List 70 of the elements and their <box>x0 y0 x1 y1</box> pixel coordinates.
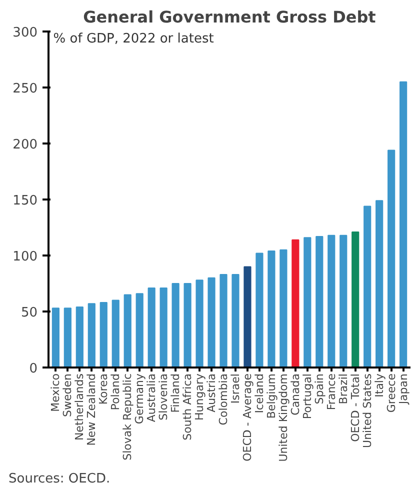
bar <box>328 234 336 368</box>
x-tick-label: Slovenia <box>157 373 170 420</box>
bar <box>64 308 72 368</box>
y-tick-label: 100 <box>12 250 38 264</box>
bar <box>88 303 96 368</box>
bar <box>124 294 132 368</box>
bar <box>172 283 180 368</box>
y-tick-label: 300 <box>12 26 38 40</box>
bar <box>268 250 276 368</box>
bar <box>376 200 384 368</box>
x-tick-label: South Africa <box>181 373 194 440</box>
bar <box>280 249 288 368</box>
x-tick-label: New Zealand <box>85 373 98 446</box>
bar <box>244 266 252 368</box>
y-tick-label: 250 <box>12 82 38 96</box>
bar <box>52 308 60 368</box>
bar <box>160 287 168 368</box>
bar <box>400 81 408 368</box>
bar <box>364 206 372 368</box>
bar <box>232 274 240 368</box>
x-tick-label: Poland <box>109 373 122 410</box>
bar <box>256 252 264 368</box>
x-tick-label: Finland <box>169 373 182 413</box>
bar <box>112 300 120 368</box>
bar <box>184 283 192 368</box>
x-tick-label: OECD - Total <box>348 373 362 442</box>
x-tick-label: Sweden <box>61 373 74 417</box>
y-tick-label: 200 <box>12 138 38 152</box>
x-tick-label: Australia <box>145 373 158 422</box>
x-tick-label: Germany <box>133 373 146 424</box>
x-tick-label: Israel <box>228 374 242 404</box>
x-tick-label: Austria <box>205 373 218 412</box>
bar <box>352 231 360 368</box>
x-tick-label: Portugal <box>300 373 314 420</box>
x-tick-label: United Kingdom <box>276 373 290 462</box>
x-tick-label: Hungary <box>193 373 206 420</box>
x-tick-label: Colombia <box>217 373 230 426</box>
chart-subtitle: % of GDP, 2022 or latest <box>53 32 214 46</box>
x-tick-label: Belgium <box>264 373 278 419</box>
bar <box>136 293 144 368</box>
x-tick-label: Slovak Republic <box>121 373 134 460</box>
x-tick-label: Greece <box>384 373 398 413</box>
bar <box>208 277 216 368</box>
x-tick-label: Japan <box>396 373 410 406</box>
bar <box>304 237 312 368</box>
bar <box>388 150 396 368</box>
x-tick-label: Iceland <box>252 374 266 414</box>
x-tick-label: Mexico <box>49 373 62 412</box>
y-tick-label: 0 <box>29 362 38 376</box>
source-note: Sources: OECD. <box>8 472 110 486</box>
bar <box>196 280 204 368</box>
chart-title: General Government Gross Debt <box>83 8 376 26</box>
x-tick-label: OECD - Average <box>240 373 254 462</box>
bar <box>340 234 348 368</box>
x-tick-label: Spain <box>312 373 326 404</box>
x-tick-label: Brazil <box>336 373 350 404</box>
x-tick-label: United States <box>360 373 374 448</box>
bar <box>220 274 228 368</box>
x-tick-label: Korea <box>97 373 110 405</box>
x-tick-label: France <box>324 373 338 410</box>
x-tick-label: Netherlands <box>73 373 86 441</box>
y-tick-label: 50 <box>20 306 38 320</box>
bar <box>148 287 156 368</box>
x-tick-label: Canada <box>288 374 302 416</box>
bar <box>76 306 84 368</box>
bar <box>100 302 108 368</box>
bar <box>292 239 300 368</box>
bar <box>316 236 324 368</box>
x-tick-label: Italy <box>372 373 386 398</box>
y-tick-label: 150 <box>12 194 38 208</box>
